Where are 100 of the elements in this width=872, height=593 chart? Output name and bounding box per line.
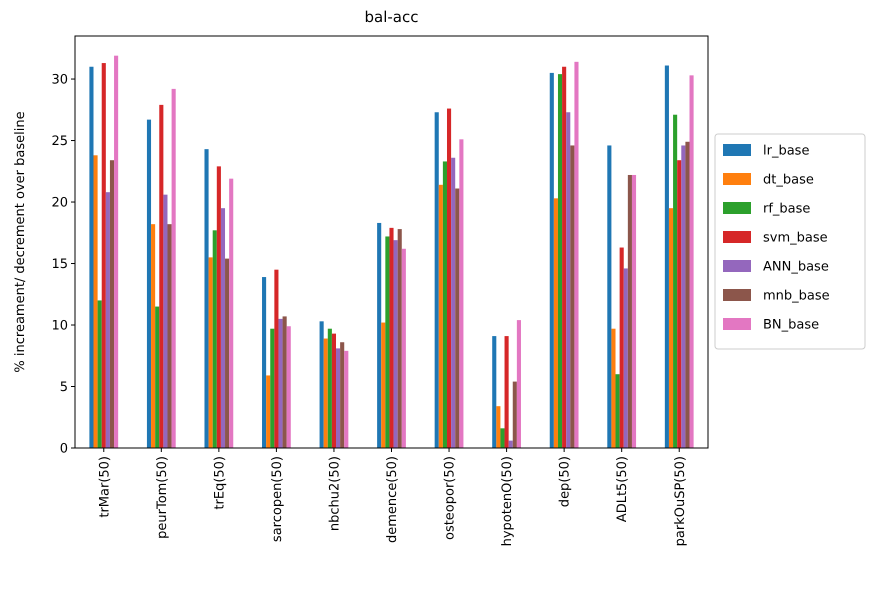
bar <box>438 184 443 448</box>
bar <box>451 158 456 448</box>
bar <box>159 104 164 448</box>
bar <box>216 166 221 448</box>
bar <box>690 75 694 448</box>
x-tick-label: osteopor(50) <box>442 456 458 540</box>
chart-title: bal-acc <box>364 8 418 26</box>
y-axis-title: % increament/ decrement over baseline <box>13 111 28 373</box>
bar <box>212 230 217 448</box>
x-tick-label: trEq(50) <box>212 456 228 510</box>
bar <box>332 334 336 448</box>
bar <box>685 142 690 448</box>
bar <box>102 63 106 448</box>
bar <box>320 321 324 448</box>
bar <box>344 350 348 448</box>
bar <box>286 326 291 448</box>
bar <box>89 66 94 448</box>
bar <box>455 188 460 448</box>
bar <box>550 72 554 448</box>
legend-label: dt_base <box>763 172 814 188</box>
y-tick-label: 10 <box>51 318 68 334</box>
x-tick-label: trMar(50) <box>97 456 112 518</box>
bar <box>167 224 172 448</box>
bar <box>628 174 632 448</box>
bar <box>492 336 496 448</box>
bar <box>508 440 513 448</box>
bar <box>172 88 176 448</box>
y-tick-label: 20 <box>51 196 68 211</box>
bar <box>620 248 624 448</box>
bar <box>554 198 558 448</box>
bar <box>163 194 168 448</box>
bar <box>340 342 344 448</box>
bar <box>673 114 678 448</box>
x-tick-label: nbchu2(50) <box>328 456 343 532</box>
bar <box>324 338 328 448</box>
bar <box>459 139 464 448</box>
y-tick-label: 15 <box>51 257 68 272</box>
legend-label: lr_base <box>763 144 810 159</box>
bar <box>394 240 398 448</box>
x-tick-label: peurTom(50) <box>154 456 170 539</box>
y-tick-label: 0 <box>60 442 68 457</box>
legend-label: BN_base <box>763 318 820 333</box>
bar <box>377 222 382 448</box>
bar <box>574 62 579 448</box>
bar <box>93 155 98 448</box>
bar <box>442 161 447 448</box>
bar <box>570 145 574 448</box>
bar <box>204 149 209 448</box>
y-tick-label: 5 <box>60 380 68 396</box>
legend-label: rf_base <box>763 202 810 217</box>
bar <box>446 108 452 448</box>
x-tick-label: ADLt5(50) <box>615 456 630 522</box>
bar <box>278 318 283 448</box>
bar <box>389 228 394 448</box>
bar <box>398 229 402 448</box>
bar <box>402 248 406 448</box>
bar <box>98 300 102 448</box>
legend-label: ANN_base <box>763 260 829 275</box>
bar <box>500 428 505 448</box>
x-tick-label: dep(50) <box>558 456 573 508</box>
bar <box>664 66 669 448</box>
bar <box>270 328 274 448</box>
legend-label: mnb_base <box>763 288 830 304</box>
bar <box>282 316 287 448</box>
y-tick-label: 30 <box>51 72 68 88</box>
bar <box>266 375 270 448</box>
x-tick-label: hypotenO(50) <box>500 456 516 546</box>
x-tick-label: demence(50) <box>385 456 400 543</box>
bar <box>504 336 509 448</box>
bar <box>146 120 152 448</box>
legend-label: svm_base <box>763 230 828 246</box>
y-tick-label: 25 <box>51 134 68 150</box>
bar <box>677 160 682 448</box>
bar <box>114 56 118 448</box>
bar <box>558 74 562 448</box>
x-tick-label: parkOuSP(50) <box>672 456 688 546</box>
bar <box>262 277 266 448</box>
bar <box>434 112 439 448</box>
bar <box>106 192 110 448</box>
bar <box>336 348 340 448</box>
bar <box>632 174 636 448</box>
bar <box>220 208 226 448</box>
bar <box>566 112 570 448</box>
bar <box>611 328 616 448</box>
bar <box>229 178 234 448</box>
bar <box>616 374 620 448</box>
bar <box>155 306 160 448</box>
bar <box>668 208 674 448</box>
bar <box>274 270 278 448</box>
bar <box>151 224 156 448</box>
bar <box>624 268 628 448</box>
bar <box>385 236 390 448</box>
bar <box>208 257 213 448</box>
bar <box>328 328 332 448</box>
bar <box>381 322 386 448</box>
bar <box>496 406 500 448</box>
bar <box>512 382 517 448</box>
bar <box>562 66 566 448</box>
bar <box>110 160 114 448</box>
bar <box>607 145 612 448</box>
